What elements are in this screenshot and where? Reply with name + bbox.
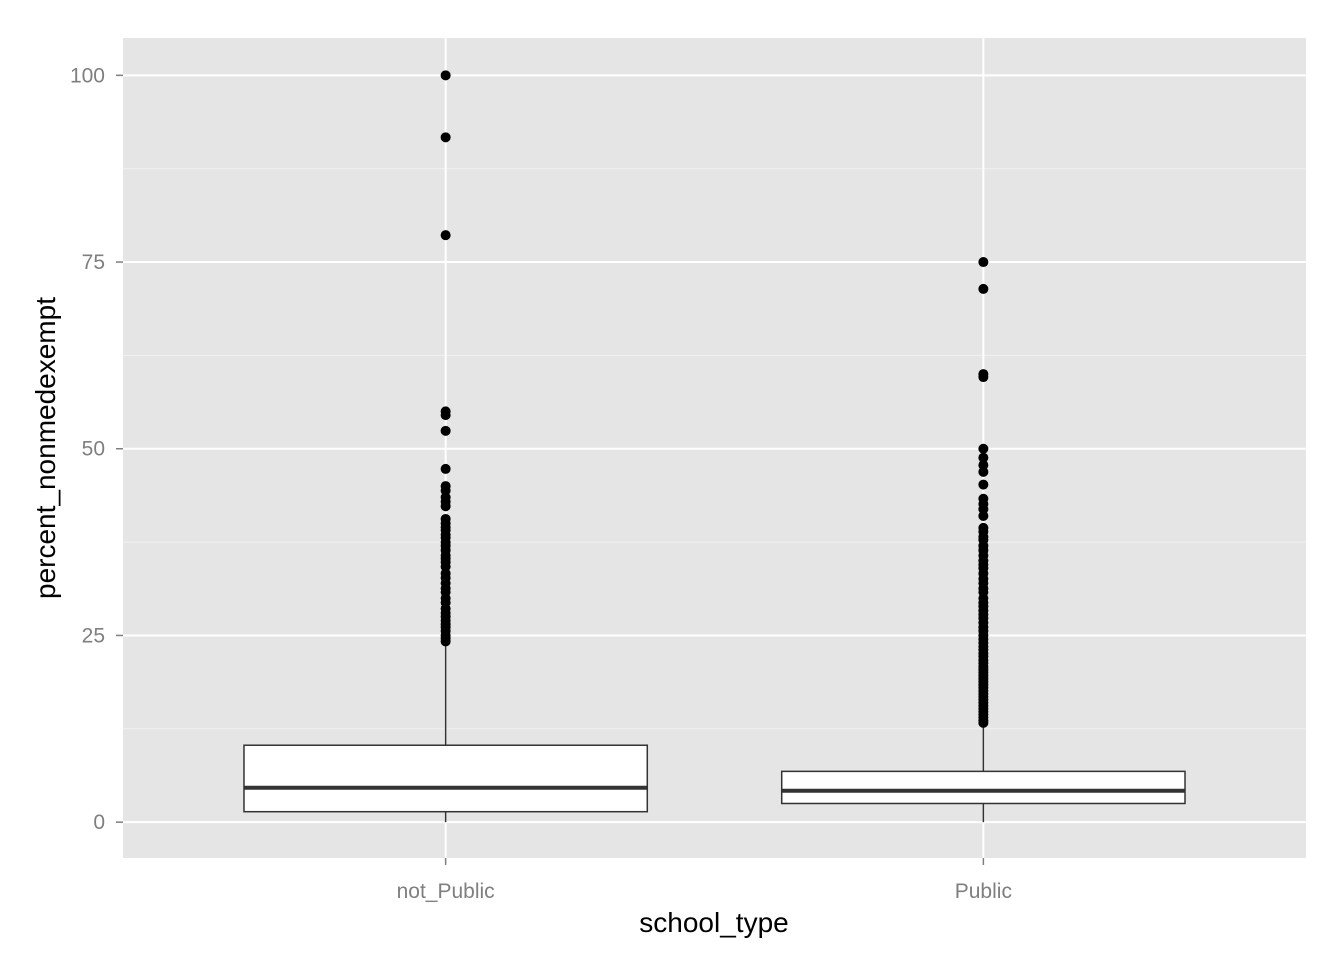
- outlier-point: [978, 283, 989, 294]
- x-axis-title: school_type: [639, 907, 788, 938]
- outlier-point: [978, 510, 989, 521]
- outlier-point: [978, 443, 989, 454]
- box-iqr: [243, 744, 649, 813]
- axis-ticks: [116, 74, 985, 865]
- y-tick-label: 25: [82, 624, 105, 647]
- outlier-point: [978, 466, 989, 477]
- y-tick-label: 75: [82, 251, 105, 274]
- y-axis-title: percent_nonmedexempt: [30, 297, 61, 599]
- tick-labels: 0 25 50 75 100 not_Public Public: [70, 64, 1012, 903]
- outlier-point: [978, 717, 989, 728]
- box-group-not_Public: [243, 70, 649, 823]
- box-group-Public: [780, 257, 1186, 823]
- outlier-point: [440, 132, 451, 143]
- outlier-point: [440, 410, 451, 421]
- outlier-point: [978, 479, 989, 490]
- minor-gridlines: [123, 168, 1306, 730]
- y-tick-label: 0: [93, 811, 105, 834]
- outlier-point: [440, 425, 451, 436]
- box-series: [243, 70, 1186, 823]
- outlier-point: [440, 501, 451, 512]
- x-tick-label: not_Public: [397, 880, 495, 903]
- outlier-point: [440, 636, 451, 647]
- y-tick-label: 50: [82, 438, 105, 461]
- outlier-point: [440, 70, 451, 81]
- outlier-point: [978, 452, 989, 463]
- outlier-point: [978, 257, 989, 268]
- x-tick-label: Public: [955, 880, 1012, 903]
- outlier-point: [978, 372, 989, 383]
- box-iqr: [780, 770, 1186, 805]
- outlier-point: [440, 230, 451, 241]
- outlier-point: [440, 463, 451, 474]
- y-tick-label: 100: [70, 64, 105, 87]
